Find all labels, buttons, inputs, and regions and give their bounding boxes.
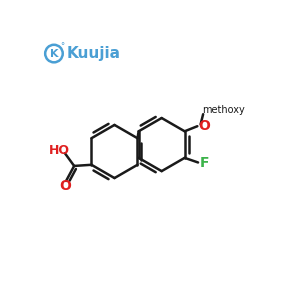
Text: Kuujia: Kuujia xyxy=(67,46,121,61)
Text: HO: HO xyxy=(49,144,70,157)
Text: O: O xyxy=(60,179,71,193)
Text: K: K xyxy=(50,49,58,58)
Text: F: F xyxy=(200,156,209,170)
Text: °: ° xyxy=(60,43,64,52)
Text: methoxy: methoxy xyxy=(202,106,245,116)
Text: O: O xyxy=(199,119,211,133)
